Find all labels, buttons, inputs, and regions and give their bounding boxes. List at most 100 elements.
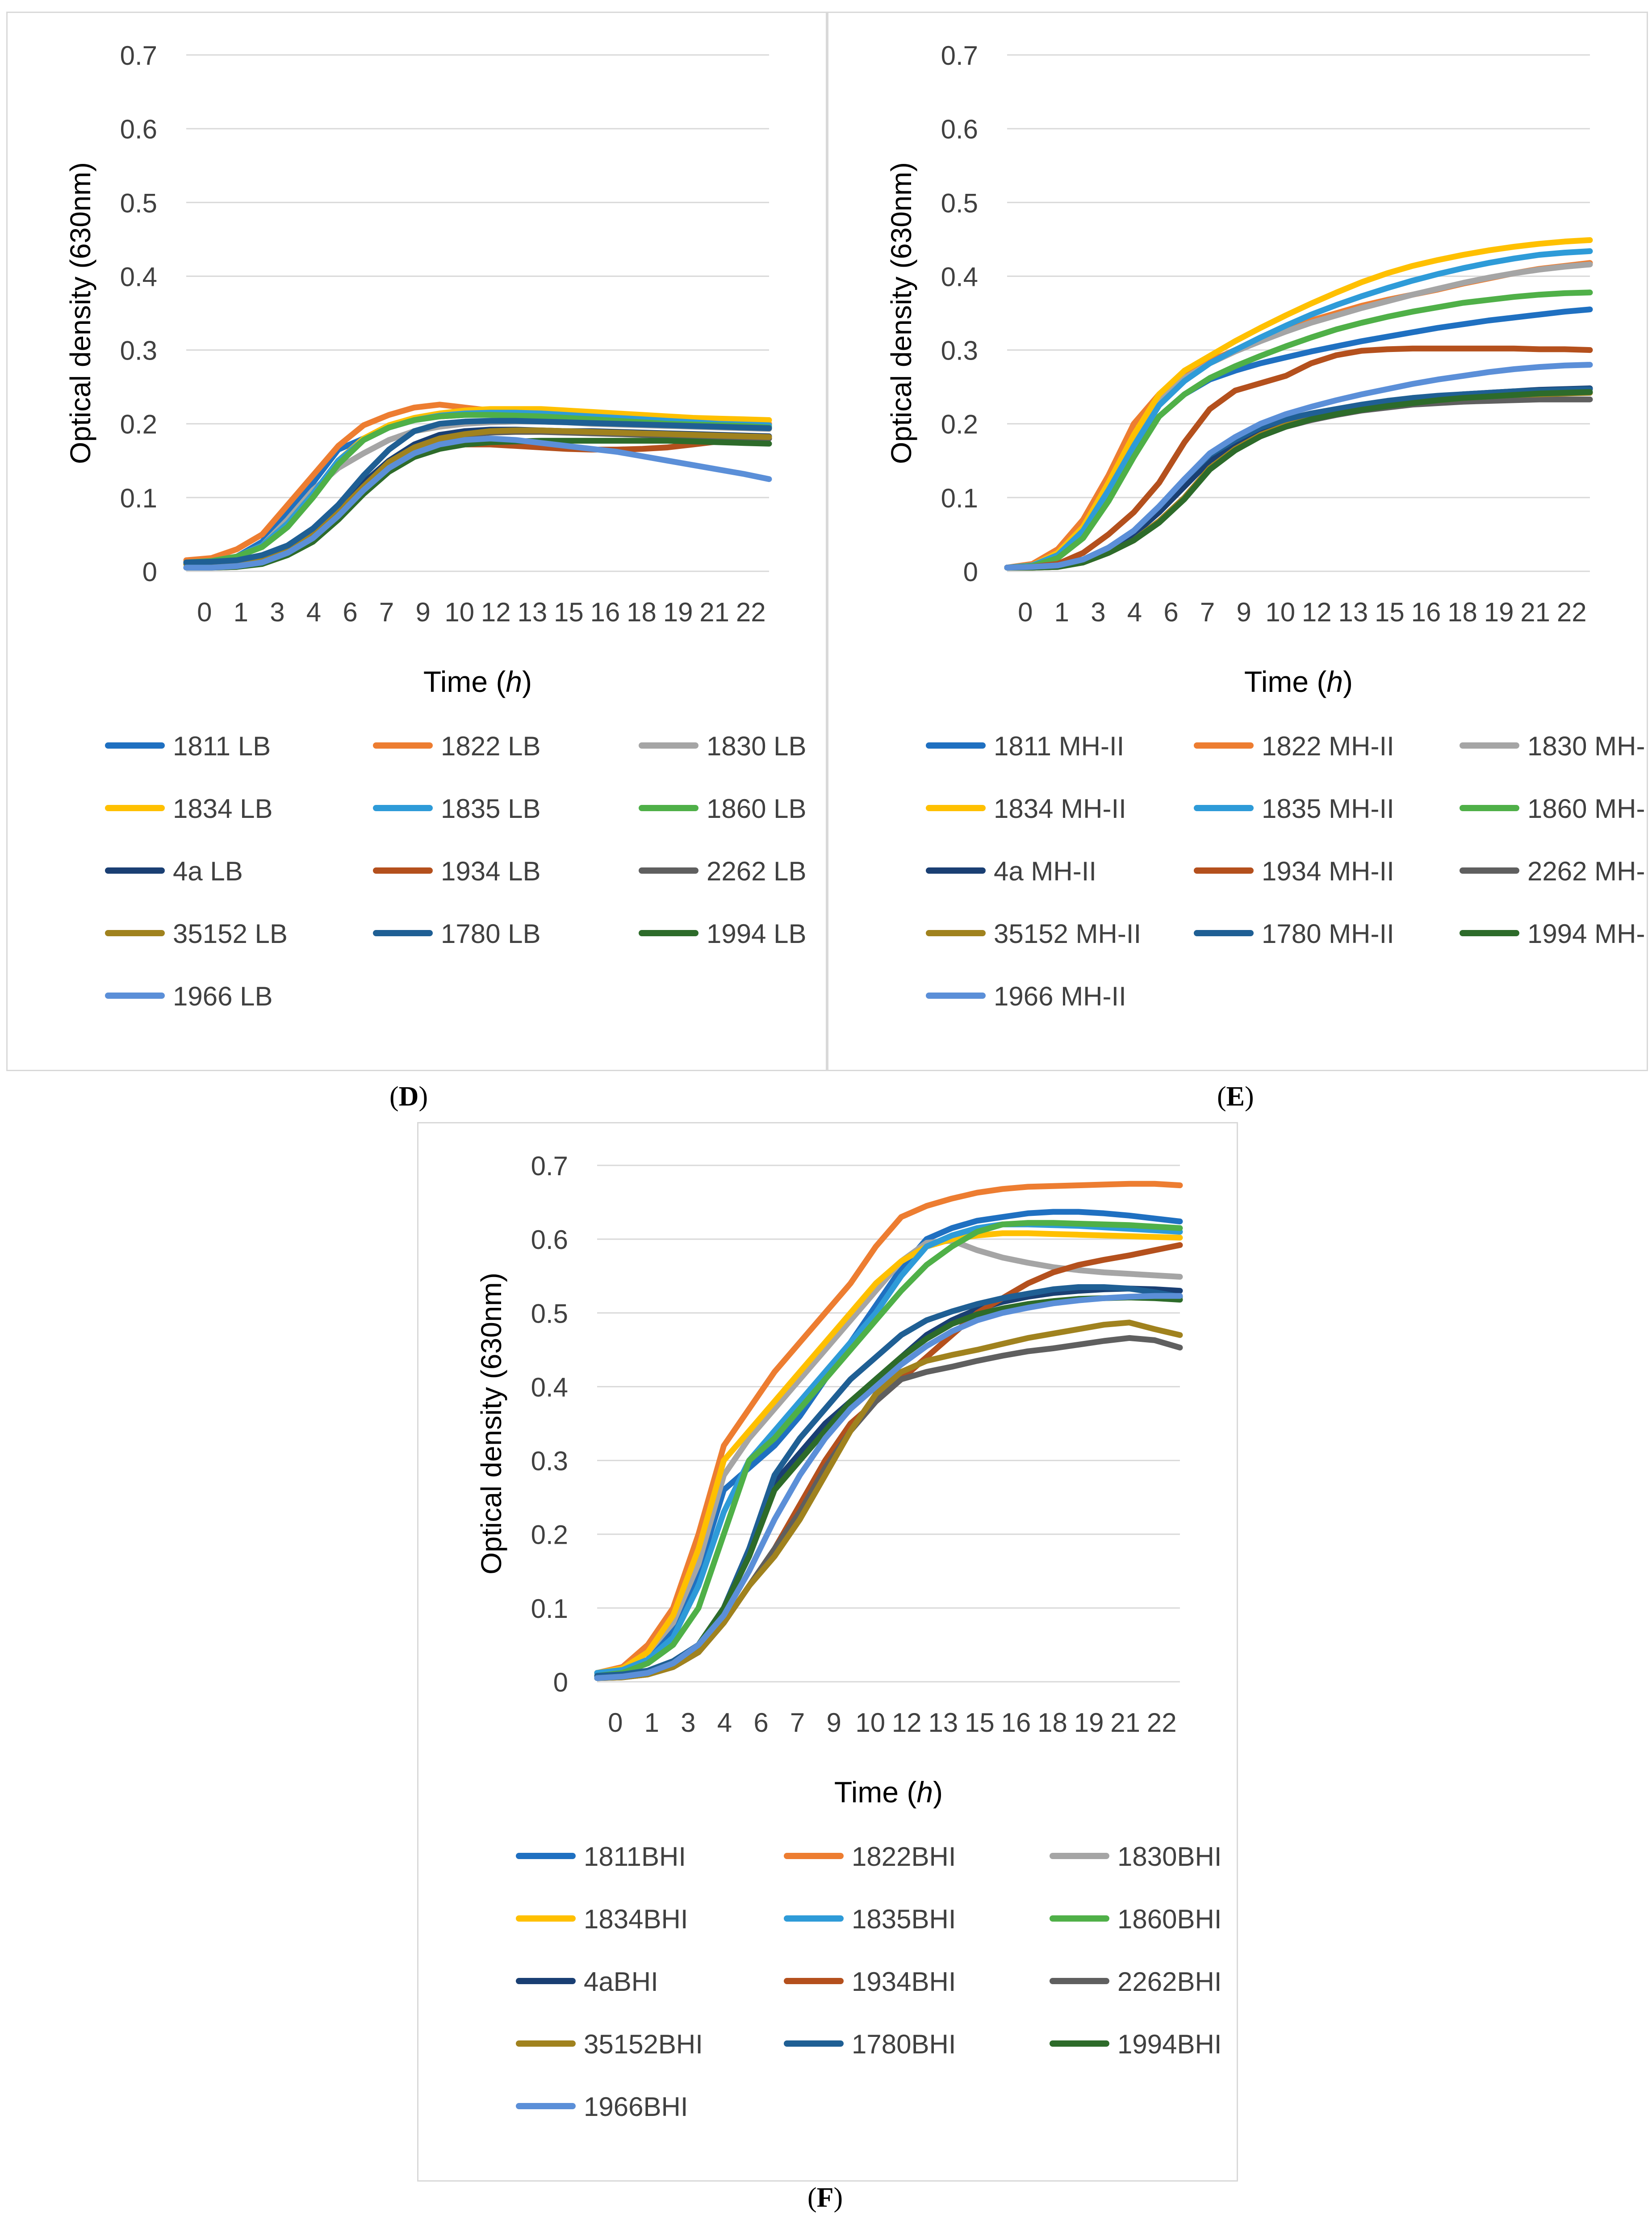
legend-label-1822: 1822 MH-II (1262, 731, 1394, 761)
legend-label-1811: 1811 LB (173, 731, 271, 761)
x-tick-label: 22 (1557, 597, 1587, 627)
legend-label-1811: 1811BHI (584, 1842, 686, 1872)
x-tick-label: 4 (1127, 597, 1142, 627)
series-line-1822 (594, 1181, 1183, 1676)
legend-label-35152: 35152BHI (584, 2029, 703, 2059)
x-axis-title-unit: h (916, 1776, 933, 1809)
y-tick-label: 0.2 (531, 1520, 568, 1550)
series-line-1811 (594, 1209, 1183, 1676)
x-tick-label: 21 (699, 597, 729, 627)
y-tick-label: 0.7 (531, 1151, 568, 1181)
x-tick-label: 13 (1338, 597, 1368, 627)
legend-label-1780: 1780 MH-II (1262, 919, 1394, 949)
x-tick-label: 21 (1520, 597, 1550, 627)
legend-label-1835: 1835BHI (852, 1904, 956, 1934)
x-tick-label: 18 (1447, 597, 1477, 627)
series-line-1994 (594, 1294, 1183, 1681)
legend-label-2262: 2262BHI (1117, 1967, 1222, 1997)
x-tick-label: 16 (1001, 1708, 1031, 1738)
legend-label-1860: 1860 MH-II (1527, 794, 1647, 824)
series-line-1966 (1004, 362, 1593, 571)
y-axis-title: Optical density (630nm) (885, 162, 917, 464)
panel-e-chart: 00.10.20.30.40.50.60.70 1 3 4 6 7 9 10 12 13 15 16 1… (885, 41, 1647, 1011)
legend-label-1835: 1835 LB (441, 794, 541, 824)
x-tick-label: 0 (608, 1708, 623, 1738)
legend-label-1994: 1994BHI (1117, 2029, 1222, 2059)
y-tick-label: 0.3 (941, 336, 978, 366)
x-tick-label: 18 (627, 597, 657, 627)
x-tick-label: 12 (481, 597, 511, 627)
legend-label-1822: 1822BHI (852, 1842, 956, 1872)
legend-label-1835: 1835 MH-II (1262, 794, 1394, 824)
x-tick-label: 18 (1037, 1708, 1067, 1738)
legend-label-1860: 1860BHI (1117, 1904, 1222, 1934)
y-tick-label: 0.5 (941, 188, 978, 218)
x-tick-label: 4 (306, 597, 321, 627)
x-tick-label: 19 (663, 597, 693, 627)
x-tick-label: 7 (379, 597, 394, 627)
series-line-35152 (183, 427, 772, 567)
legend-label-1966: 1966 MH-II (994, 981, 1126, 1011)
y-tick-label: 0 (553, 1667, 568, 1697)
y-tick-label: 0.7 (941, 41, 978, 71)
series-line-1834 (594, 1230, 1183, 1676)
legend-label-1822: 1822 LB (441, 731, 541, 761)
series-line-35152 (594, 1319, 1183, 1681)
x-tick-label: 6 (1163, 597, 1178, 627)
x-tick-label: 10 (444, 597, 474, 627)
x-axis-title: Time (h) (1244, 665, 1353, 698)
x-tick-label: 13 (517, 597, 547, 627)
legend-label-4a: 4aBHI (584, 1967, 658, 1997)
panel-d-frame: 0 0.1 0.2 0.3 0.4 0.5 0.6 0.7 0 1 3 4 6 7 9 10 12 13 15 16 1… (6, 12, 827, 1071)
series-line-4a (183, 427, 772, 567)
x-tick-label: 9 (826, 1708, 841, 1738)
legend-label-2262: 2262 MH-II (1527, 856, 1647, 886)
x-tick-label: 1 (644, 1708, 659, 1738)
legend-label-1994: 1994 MH-II (1527, 919, 1647, 949)
y-tick-label: 0.3 (531, 1446, 568, 1476)
series-line-1780 (183, 418, 772, 565)
y-tick-label: 0.5 (120, 188, 157, 218)
series-line-1835 (1004, 248, 1593, 571)
y-tick-label: 0.4 (120, 262, 157, 292)
x-tick-label: 1 (1054, 597, 1069, 627)
x-tick-label: 1 (234, 597, 248, 627)
y-tick-label: 0 (963, 557, 978, 587)
series-line-1934 (1004, 345, 1593, 571)
legend-label-1830: 1830 LB (707, 731, 807, 761)
legend-label-1966: 1966BHI (584, 2092, 688, 2122)
panel-f-frame: 0 0.1 0.2 0.3 0.4 0.5 0.6 0.7 0 1 3 4 6 7 9 10 12 13 15 16 1… (417, 1122, 1238, 2182)
x-axis-title-main: Time ( (834, 1776, 917, 1809)
x-tick-label: 6 (753, 1708, 768, 1738)
x-tick-label: 13 (928, 1708, 958, 1738)
legend-label-4a: 4a MH-II (994, 856, 1096, 886)
y-tick-label: 0.4 (531, 1372, 568, 1402)
x-tick-label: 15 (965, 1708, 995, 1738)
x-axis-title-main: Time ( (423, 665, 506, 698)
x-tick-label: 9 (1236, 597, 1251, 627)
legend-label-4a: 4a LB (173, 856, 243, 886)
x-axis-title-unit: h (1326, 665, 1343, 698)
y-tick-label: 0.4 (941, 262, 978, 292)
y-tick-label: 0.3 (120, 336, 157, 366)
x-tick-label: 19 (1074, 1708, 1104, 1738)
x-tick-label: 15 (1375, 597, 1405, 627)
x-tick-label: 7 (1200, 597, 1215, 627)
legend-label-1811: 1811 MH-II (994, 731, 1124, 761)
series-line-1966 (183, 436, 772, 571)
x-tick-label: 9 (415, 597, 430, 627)
x-tick-label: 3 (270, 597, 284, 627)
x-tick-label: 21 (1110, 1708, 1140, 1738)
legend-label-35152: 35152 LB (173, 919, 288, 949)
x-axis-title: Time (h) (423, 665, 532, 698)
y-tick-label: 0 (142, 557, 157, 587)
y-tick-label: 0.1 (941, 483, 978, 513)
panel-d-chart: 00.10.20.30.40.50.60.70 1 3 4 6 7 9 10 12 13 15 16 1… (64, 41, 807, 1011)
x-tick-label: 10 (855, 1708, 885, 1738)
legend-label-1830: 1830 MH-II (1527, 731, 1647, 761)
panel-f-chart: 00.10.20.30.40.50.60.70 1 3 4 6 7 9 10 12 13 15 16 1… (475, 1151, 1222, 2122)
y-tick-label: 0.6 (120, 114, 157, 144)
series-line-1994 (1004, 389, 1593, 571)
x-tick-label: 3 (681, 1708, 695, 1738)
y-tick-label: 0.6 (941, 114, 978, 144)
